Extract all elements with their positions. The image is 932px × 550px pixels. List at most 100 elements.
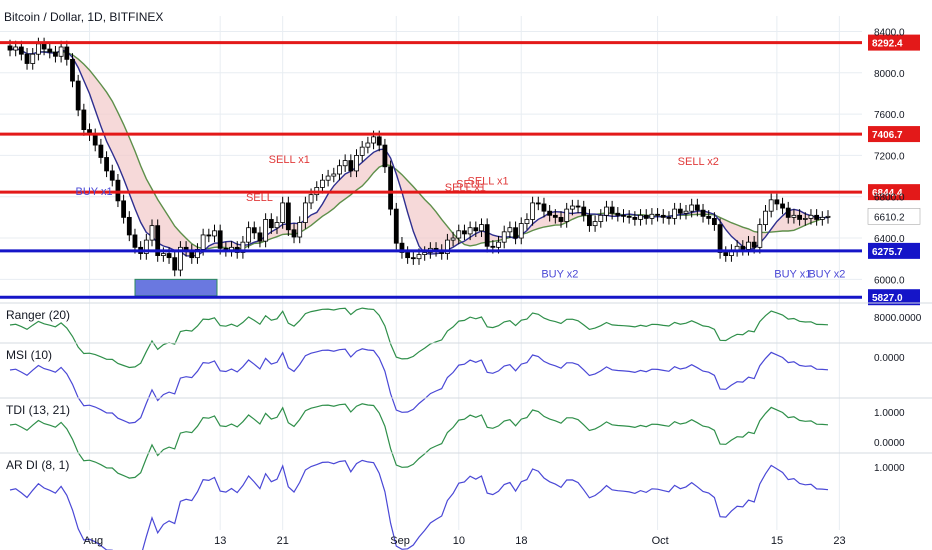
candle-body: [200, 234, 206, 250]
time-tick-label: Sep: [390, 535, 410, 547]
candle-body: [75, 80, 81, 111]
candle-body: [479, 224, 484, 232]
candle-body: [149, 225, 155, 241]
candle-body: [802, 218, 808, 220]
candle-body: [331, 173, 337, 177]
price-tick-label: 8400.0: [874, 27, 905, 38]
candle-body: [706, 215, 712, 219]
candle-body: [18, 46, 24, 55]
candle-body: [462, 230, 467, 235]
candle-body: [547, 210, 553, 216]
buy-signal-label: BUY x2: [541, 268, 578, 280]
candle-body: [592, 221, 598, 227]
time-tick-label: Aug: [84, 535, 104, 547]
candle-body: [780, 203, 785, 209]
candle-body: [615, 212, 621, 216]
level-tag: [868, 184, 920, 201]
candle-body: [666, 216, 672, 219]
candle-body: [280, 202, 286, 223]
candle-body: [24, 53, 30, 64]
candle-body: [416, 254, 422, 260]
indicator-panels: Ranger (20) 8000.0000 MSI (10) 0.0000 TDI (1…: [0, 302, 932, 550]
price-panel: 8292.4 7406.7 6844.4 6275.7 5827.0 BUY x1 SEL…: [0, 34, 920, 306]
time-tick-label: 13: [214, 535, 226, 547]
candle-body: [47, 48, 53, 53]
candle-body: [513, 227, 518, 239]
candle-body: [376, 136, 382, 146]
candle-body: [308, 194, 314, 204]
candle-body: [217, 230, 223, 249]
candle-body: [285, 202, 291, 231]
candle-body: [337, 165, 342, 175]
price-tick-label: 6000.0: [874, 275, 905, 286]
candle-body: [660, 214, 666, 218]
candle-body: [70, 58, 75, 82]
candle-body: [41, 43, 47, 50]
candle-body: [808, 214, 814, 219]
candle-body: [535, 202, 541, 205]
candle-body: [558, 216, 564, 222]
sell-signal-label: SELL x1: [445, 182, 486, 194]
candle-body: [626, 215, 632, 218]
candle-body: [30, 53, 36, 64]
candle-body: [104, 157, 109, 172]
candle-body: [694, 204, 700, 211]
level-tag-label: 8292.4: [872, 39, 903, 50]
candle-body: [604, 206, 609, 216]
candle-body: [700, 209, 706, 217]
candle-body: [581, 206, 587, 216]
panel-title: TDI (13, 21): [6, 403, 70, 417]
indicator-line: [9, 459, 829, 550]
candle-body: [467, 227, 473, 235]
time-tick-label: 23: [833, 535, 845, 547]
candle-body: [58, 46, 64, 57]
candle-body: [143, 239, 149, 254]
panel-title: MSI (10): [6, 348, 52, 362]
candle-body: [393, 208, 399, 244]
candle-body: [587, 214, 592, 227]
candle-body: [132, 234, 138, 248]
candle-body: [263, 219, 269, 242]
candle-body: [121, 200, 127, 218]
panel-title: Ranger (20): [6, 308, 70, 322]
candle-body: [302, 202, 308, 223]
candle-body: [484, 224, 490, 247]
buy-signal-label: BUY x1: [76, 186, 113, 198]
price-tick-label: 6400.0: [874, 234, 905, 245]
candle-body: [569, 205, 575, 210]
level-lines: 8292.4 7406.7 6844.4 6275.7 5827.0: [0, 34, 920, 306]
candle-body: [456, 230, 462, 239]
candle-body: [240, 241, 246, 253]
candle-body: [212, 230, 217, 237]
level-tag-label: 5827.0: [872, 293, 903, 304]
price-tick-label: 6800.0: [874, 193, 905, 204]
candle-body: [518, 223, 524, 239]
candle-body: [552, 214, 558, 218]
buy-signal-label: BUY x1: [774, 268, 811, 280]
candle-body: [541, 203, 547, 212]
candle-body: [354, 155, 359, 172]
candle-body: [274, 222, 280, 229]
candle-body: [530, 202, 536, 220]
level-tag: [868, 242, 920, 259]
candle-body: [649, 213, 655, 219]
candle-body: [422, 252, 428, 255]
candle-body: [598, 214, 604, 222]
indicator-line: [9, 403, 829, 479]
level-tag: [868, 34, 920, 51]
candle-body: [109, 170, 115, 181]
panel-tick-label: 1.0000: [874, 463, 905, 474]
candle-body: [251, 227, 257, 234]
sell-signal-label: SELL x1: [467, 176, 508, 188]
candle-body: [819, 216, 825, 220]
candle-body: [388, 166, 393, 210]
candle-body: [774, 199, 780, 205]
candle-body: [683, 210, 689, 214]
candle-body: [410, 257, 416, 260]
candle-body: [206, 234, 212, 237]
candle-body: [757, 224, 763, 248]
ichimoku-cloud: [10, 48, 828, 257]
candle-body: [473, 227, 479, 232]
candle-body: [98, 144, 104, 158]
